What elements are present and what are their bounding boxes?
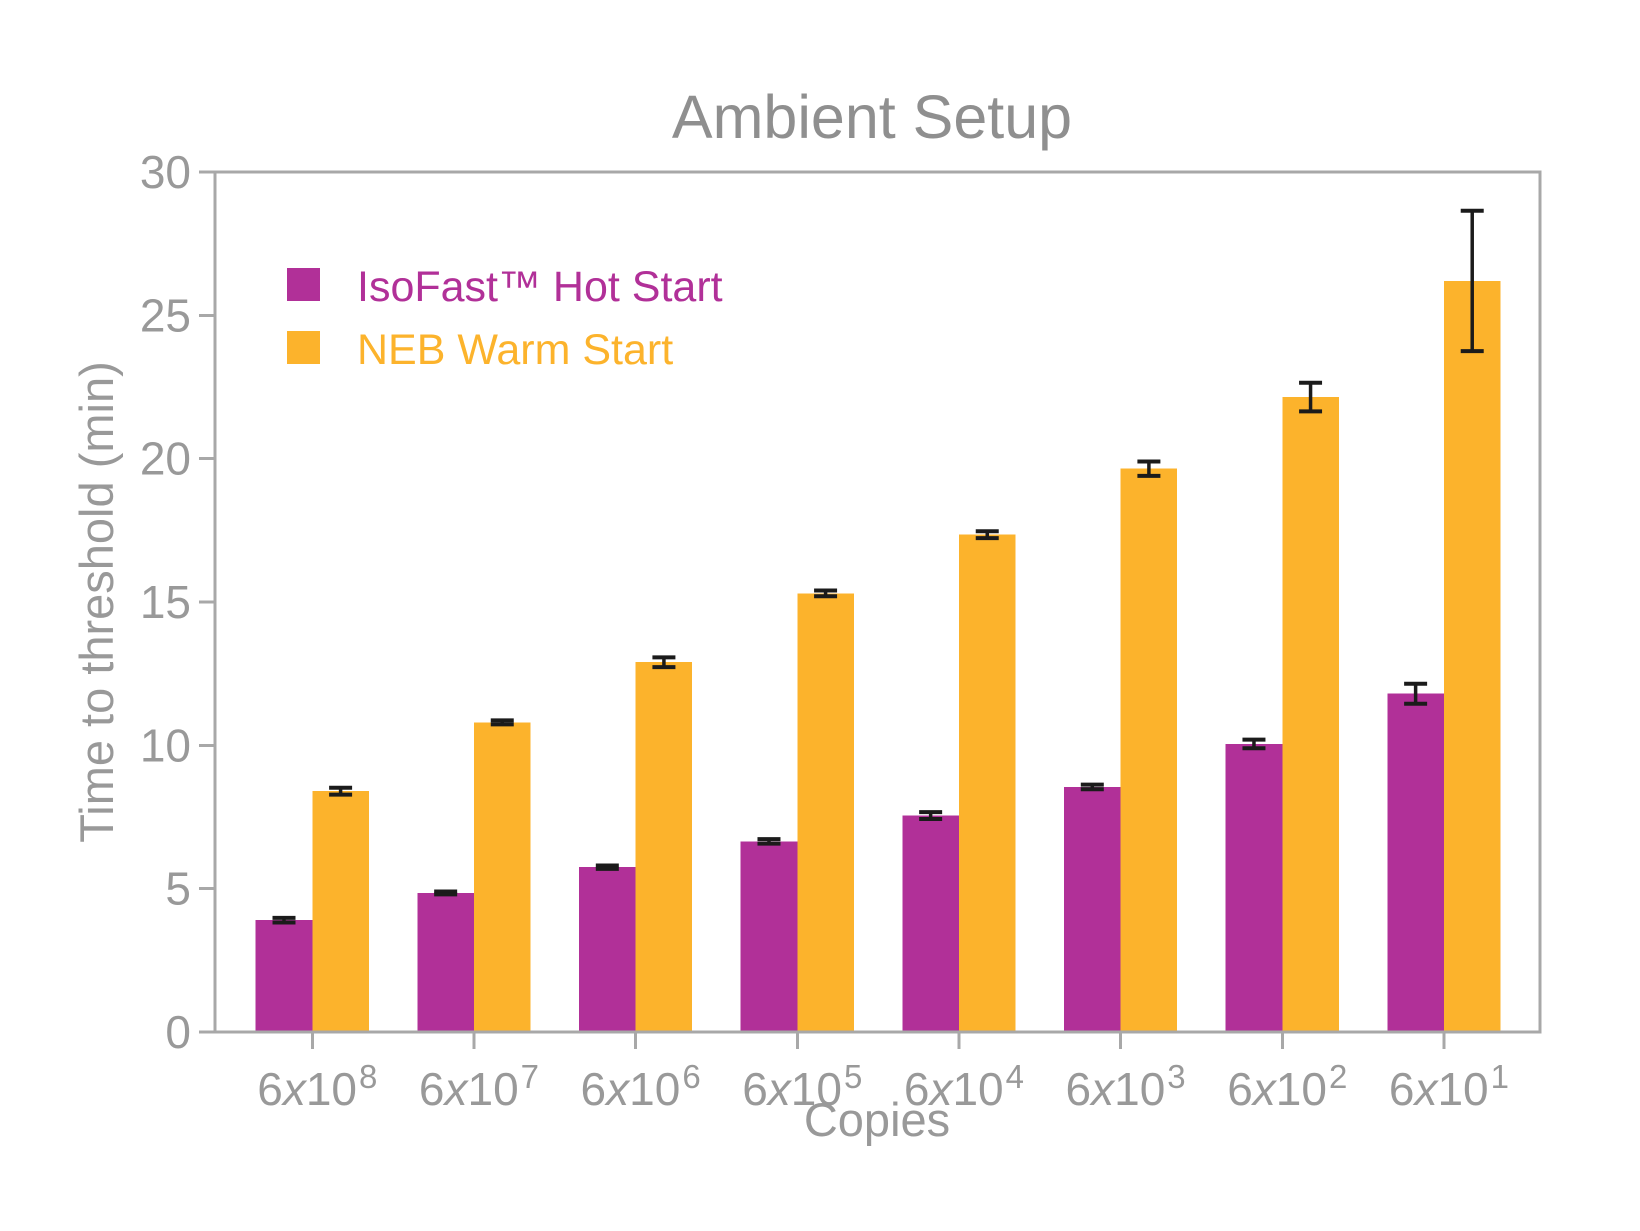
isofast-hot-start-bar-6x10e4 — [902, 815, 959, 1032]
isofast-hot-start-bar-6x10e3 — [1064, 786, 1121, 1032]
x-tick-label-6x10e6: 6x106 — [581, 1058, 701, 1115]
isofast-hot-start-bar-6x10e6 — [579, 867, 636, 1032]
neb-warm-start-bar-6x10e5 — [797, 593, 854, 1032]
neb-warm-start-bar-6x10e8 — [312, 791, 369, 1032]
x-tick-label-6x10e3: 6x103 — [1066, 1058, 1186, 1115]
y-tick-label-30: 30 — [140, 146, 191, 198]
x-tick-label-6x10e8: 6x108 — [257, 1058, 377, 1115]
x-tick-label-6x10e1: 6x101 — [1389, 1058, 1509, 1115]
x-tick-label-6x10e7: 6x107 — [419, 1058, 539, 1115]
y-tick-label-20: 20 — [140, 433, 191, 485]
neb-warm-start-bar-6x10e1 — [1443, 280, 1501, 1032]
y-tick-label-10: 10 — [140, 719, 191, 771]
neb-warm-start-bar-6x10e3 — [1120, 468, 1178, 1032]
isofast-hot-start-bar-6x10e7 — [417, 893, 474, 1032]
neb-warm-start-bar-6x10e7 — [474, 722, 531, 1032]
y-axis-label: Time to threshold (min) — [70, 361, 123, 842]
chart-title: Ambient Setup — [672, 83, 1072, 151]
x-tick-label-6x10e2: 6x102 — [1227, 1058, 1347, 1115]
legend-swatch-neb — [287, 331, 320, 364]
x-tick-label-6x10e4: 6x104 — [904, 1058, 1024, 1115]
x-tick-label-6x10e5: 6x105 — [742, 1058, 862, 1115]
legend-swatch-isofast — [287, 268, 320, 301]
y-tick-label-5: 5 — [165, 863, 191, 915]
legend-label-isofast: IsoFast™ Hot Start — [357, 263, 723, 311]
y-tick-label-0: 0 — [165, 1006, 191, 1058]
plot-area: 0 5 10 15 20 25 30 6x108 6x107 6x106 6x105 6x104 6x1… — [140, 146, 1542, 1115]
isofast-hot-start-bar-6x10e1 — [1387, 693, 1444, 1032]
neb-warm-start-bar-6x10e4 — [958, 534, 1016, 1032]
legend-label-neb: NEB Warm Start — [357, 326, 673, 374]
isofast-hot-start-bar-6x10e2 — [1225, 743, 1283, 1032]
y-tick-label-15: 15 — [140, 576, 191, 628]
isofast-hot-start-bar-6x10e5 — [740, 841, 798, 1032]
legend: IsoFast™ Hot Start NEB Warm Start — [287, 263, 723, 374]
y-tick-label-25: 25 — [140, 289, 191, 341]
neb-warm-start-bar-6x10e2 — [1282, 397, 1339, 1032]
isofast-hot-start-bar-6x10e8 — [255, 920, 313, 1032]
neb-warm-start-bar-6x10e6 — [635, 662, 693, 1032]
x-axis-label: Copies — [804, 1093, 950, 1146]
